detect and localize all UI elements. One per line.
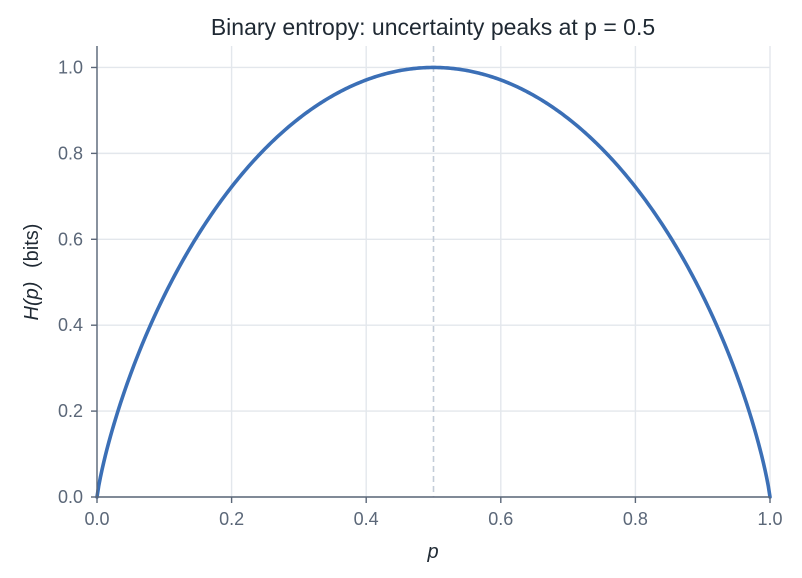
x-tick-label: 0.0 — [84, 509, 109, 529]
x-tick-label: 0.2 — [219, 509, 244, 529]
series-layer — [95, 65, 772, 499]
x-tick-label: 0.6 — [488, 509, 513, 529]
axes-layer — [96, 46, 770, 498]
y-tick-label: 1.0 — [58, 57, 83, 77]
y-tick-label: 0.8 — [58, 143, 83, 163]
entropy-curve — [95, 65, 772, 499]
y-axis-label-main: H(p) — [21, 282, 43, 321]
x-tick-label: 0.8 — [623, 509, 648, 529]
y-tick-label: 0.4 — [58, 315, 83, 335]
y-tick-label: 0.6 — [58, 229, 83, 249]
y-tick-label: 0.2 — [58, 401, 83, 421]
x-tick-label: 1.0 — [757, 509, 782, 529]
y-axis-label: H(p) (bits) — [21, 224, 43, 321]
x-axis-label: p — [426, 541, 438, 563]
y-tick-label: 0.0 — [58, 487, 83, 507]
chart-title: Binary entropy: uncertainty peaks at p =… — [211, 14, 655, 40]
tick-layer: 0.0 0.2 0.4 0.6 0.8 1.0 0.0 0.2 0.4 0.6 0.8 1.0 — [58, 57, 783, 529]
y-axis-label-unit: (bits) — [21, 224, 43, 268]
x-tick-label: 0.4 — [354, 509, 379, 529]
